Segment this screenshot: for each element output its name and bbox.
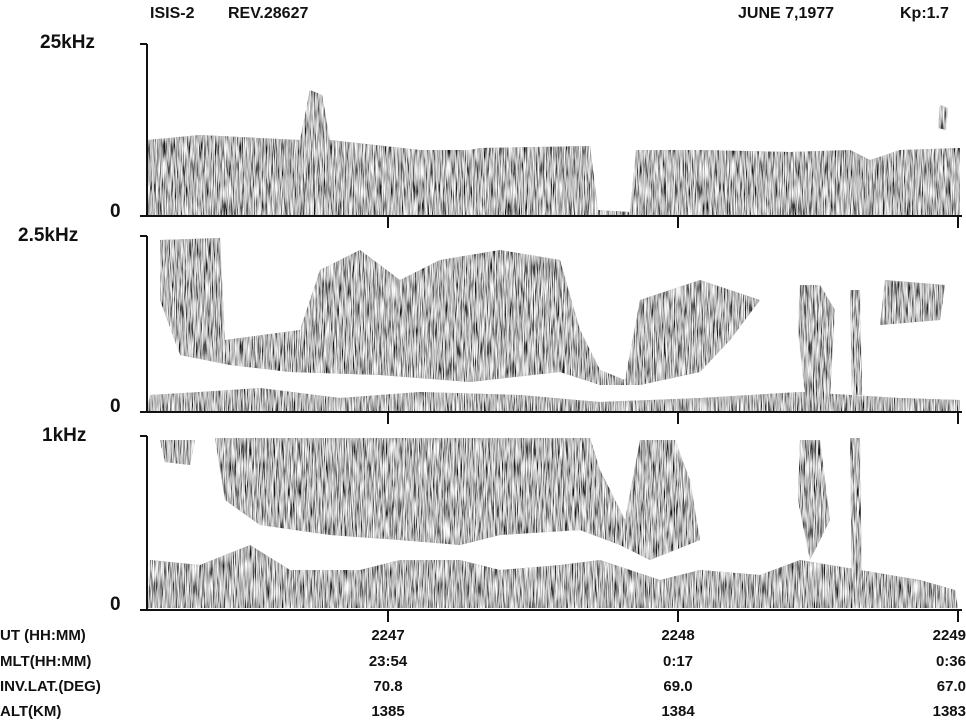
row-label: UT (HH:MM) [0,627,86,644]
ticks [140,435,959,622]
cell: 2248 [661,627,694,644]
emission [938,105,948,130]
cell: 2247 [371,627,404,644]
emission [147,545,958,608]
panel-top-label: 1kHz [42,425,86,446]
satellite: ISIS-2 [150,5,195,22]
panel: 2.5kHz 0 [18,225,962,424]
panel: 25kHz 0 [40,32,962,228]
cell: 2249 [933,627,966,644]
cell: 69.0 [663,678,692,695]
panel-top-label: 25kHz [40,32,95,53]
emission [147,90,960,215]
cell: 1384 [661,703,695,720]
revolution: REV.28627 [228,5,308,22]
emission [798,280,945,395]
ticks [140,43,959,228]
cell: 0:36 [936,653,966,670]
row-label: INV.LAT.(DEG) [0,678,101,695]
ticks [140,235,959,424]
emission [160,238,760,385]
panel-bottom-label: 0 [110,396,121,417]
cell: 0:17 [663,653,693,670]
panel-top-label: 2.5kHz [18,225,78,246]
kp-index: Kp:1.7 [900,5,949,22]
row-label: MLT(HH:MM) [0,653,91,670]
cell: 23:54 [369,653,408,670]
cell: 1383 [933,703,966,720]
cell: 70.8 [373,678,402,695]
cell: 1385 [371,703,404,720]
panel-bottom-label: 0 [110,594,121,615]
row-label: ALT(KM) [0,703,61,720]
emission [215,438,700,560]
cell: 67.0 [937,678,966,695]
date: JUNE 7,1977 [738,5,834,22]
panel-bottom-label: 0 [110,201,121,222]
emission [147,388,960,411]
footer-table: UT (HH:MM) MLT(HH:MM) INV.LAT.(DEG) ALT(KM)… [0,627,966,720]
panel: 1kHz 0 [42,425,962,622]
